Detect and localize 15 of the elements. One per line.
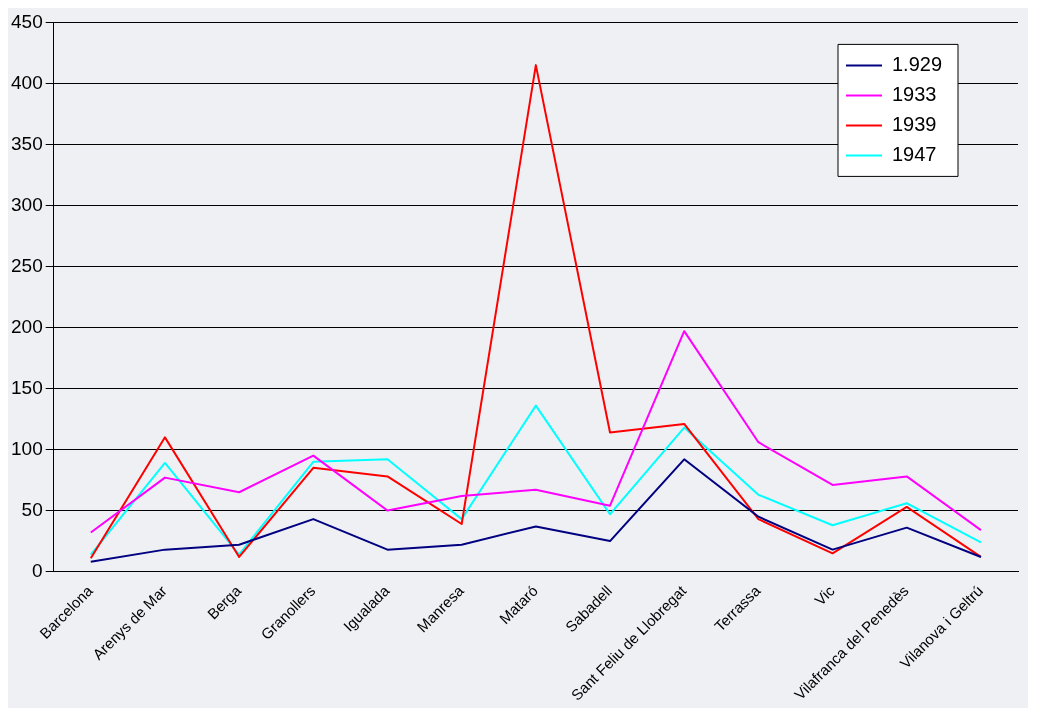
legend-label: 1947 xyxy=(892,142,937,165)
legend-label: 1.929 xyxy=(892,52,943,75)
y-tick-label: 400 xyxy=(11,71,43,93)
y-tick-label: 100 xyxy=(11,437,43,459)
y-tick-label: 250 xyxy=(11,254,43,276)
legend-label: 1939 xyxy=(892,112,937,135)
y-tick-label: 200 xyxy=(11,315,43,337)
legend-label: 1933 xyxy=(892,82,937,105)
y-tick-label: 150 xyxy=(11,376,43,398)
y-tick-label: 450 xyxy=(11,10,43,32)
y-tick-label: 50 xyxy=(21,498,43,520)
y-tick-label: 350 xyxy=(11,132,43,154)
y-tick-label: 300 xyxy=(11,193,43,215)
y-tick-label: 0 xyxy=(32,559,43,581)
x-tick-label: Vic xyxy=(811,581,838,609)
